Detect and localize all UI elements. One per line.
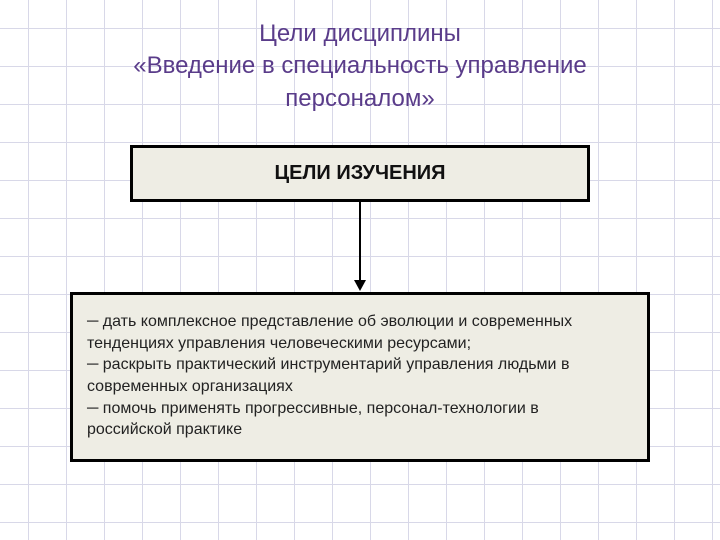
header-box-label: ЦЕЛИ ИЗУЧЕНИЯ — [274, 162, 445, 184]
body-line-1: ─ дать комплексное представление об эвол… — [87, 311, 633, 333]
title-line-1: Цели дисциплины — [259, 20, 461, 47]
slide-title: Цели дисциплины «Введение в специальност… — [30, 18, 690, 115]
body-line-5: ─ помочь применять прогрессивные, персон… — [87, 398, 633, 420]
body-line-6: российской практике — [87, 419, 633, 441]
body-box: ─ дать комплексное представление об эвол… — [70, 292, 650, 462]
body-line-4: современных организациях — [87, 376, 633, 398]
arrow-head-icon — [354, 280, 366, 291]
arrow — [30, 202, 690, 292]
title-line-3: персоналом» — [285, 85, 434, 112]
body-line-3: ─ раскрыть практический инструментарий у… — [87, 354, 633, 376]
body-line-2: тенденциях управления человеческими ресу… — [87, 333, 633, 355]
arrow-line — [359, 202, 361, 282]
header-box: ЦЕЛИ ИЗУЧЕНИЯ — [130, 145, 590, 202]
slide-content: Цели дисциплины «Введение в специальност… — [0, 0, 720, 540]
title-line-2: «Введение в специальность управление — [133, 52, 586, 79]
